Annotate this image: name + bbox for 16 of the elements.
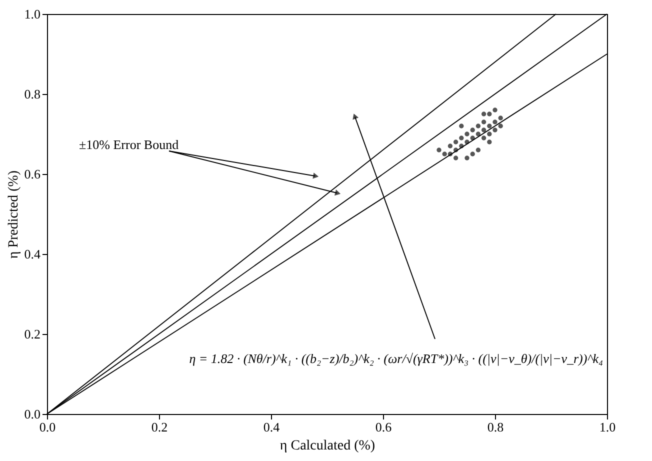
x-tick-label: 0.2 bbox=[151, 420, 168, 434]
y-tick-label: 0.6 bbox=[24, 166, 41, 182]
y-tick-label: 0.8 bbox=[24, 86, 40, 102]
x-tick-label: 1.0 bbox=[599, 420, 616, 434]
annotation: ±10% Error Bound bbox=[79, 137, 180, 152]
x-tick-label: 0.6 bbox=[375, 420, 392, 434]
y-tick-label: 0.0 bbox=[24, 406, 40, 422]
x-tick-label: 0.0 bbox=[39, 420, 56, 434]
y-axis-title: η Predicted (%) bbox=[6, 170, 22, 259]
y-tick-label: 0.4 bbox=[24, 246, 41, 262]
y-tick-label: 0.2 bbox=[24, 326, 40, 342]
annotation: η = 1.82 · (Nθ/r)^k₁ · ((b₂−z)/b₂)^k₂ · (ωr/√(γRT*))^k₃ · ((|v|−v_θ)/(|v|−v_r))^k₄ bbox=[189, 351, 604, 366]
y-tick-label: 1.0 bbox=[24, 6, 40, 22]
x-tick-label: 0.4 bbox=[263, 420, 280, 434]
x-axis-title: η Calculated (%) bbox=[280, 438, 376, 454]
x-tick-label: 0.8 bbox=[487, 420, 504, 434]
